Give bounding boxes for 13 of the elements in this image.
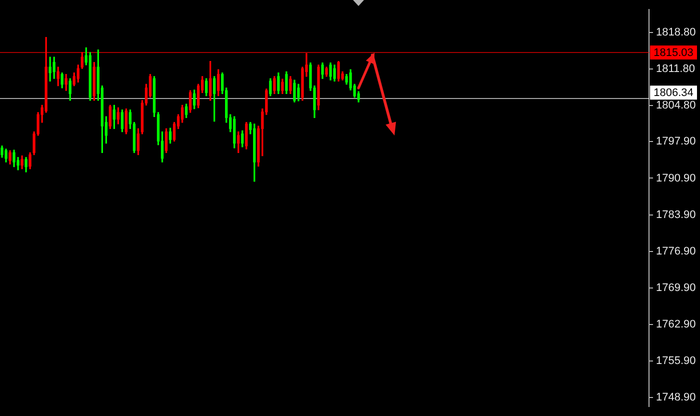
ref-line-label: 1815.03 xyxy=(654,47,694,60)
y-tick-label: 1790.90 xyxy=(656,172,696,184)
ref-line-label: 1806.34 xyxy=(654,87,694,100)
y-tick-label: 1804.80 xyxy=(656,100,696,112)
y-tick-label: 1762.90 xyxy=(656,318,696,330)
y-tick-label: 1818.80 xyxy=(656,26,696,39)
y-tick-label: 1797.90 xyxy=(656,136,696,148)
y-tick-label: 1755.90 xyxy=(656,355,696,368)
y-tick-label: 1776.90 xyxy=(656,245,696,258)
y-tick-label: 1811.80 xyxy=(656,63,695,76)
y-tick-label: 1769.90 xyxy=(656,282,696,294)
y-tick-label: 1783.90 xyxy=(656,208,696,221)
y-tick-label: 1748.90 xyxy=(656,392,696,404)
